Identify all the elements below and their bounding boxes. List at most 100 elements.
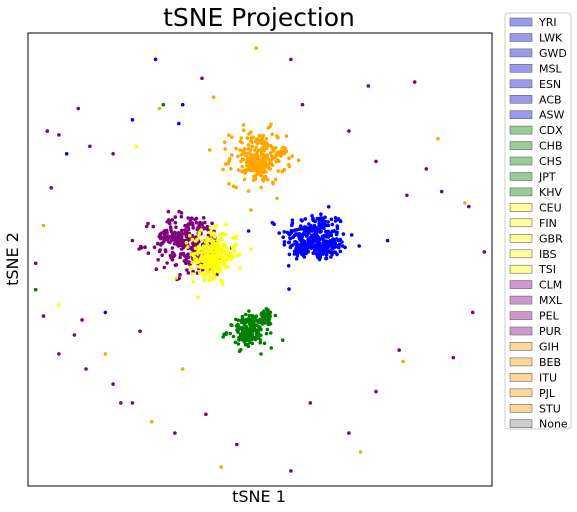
scatter-point	[187, 260, 191, 264]
legend-swatch	[509, 218, 533, 228]
scatter-point	[185, 245, 190, 249]
scatter-point	[189, 265, 193, 269]
scatter-point	[467, 204, 471, 209]
scatter-point	[258, 340, 263, 345]
scatter-point	[282, 240, 287, 244]
scatter-point	[164, 236, 169, 240]
scatter-point	[182, 231, 187, 236]
scatter-point	[314, 232, 319, 236]
scatter-point	[191, 226, 195, 230]
scatter-point	[191, 279, 196, 284]
scatter-point	[221, 335, 225, 339]
scatter-point	[185, 268, 189, 272]
scatter-point	[289, 57, 293, 62]
scatter-point	[273, 313, 278, 318]
scatter-point	[337, 243, 342, 247]
scatter-point	[193, 239, 198, 243]
scatter-point	[412, 80, 417, 84]
legend-swatch	[509, 326, 533, 336]
scatter-point	[177, 209, 181, 214]
scatter-point	[258, 338, 263, 342]
scatter-point	[302, 251, 307, 255]
scatter-point	[300, 102, 305, 107]
scatter-point	[88, 144, 92, 149]
scatter-point	[253, 315, 258, 319]
scatter-point	[249, 208, 253, 212]
scatter-point	[329, 255, 333, 259]
scatter-point	[338, 219, 343, 224]
scatter-point	[235, 327, 240, 332]
scatter-point	[170, 218, 175, 222]
scatter-point	[163, 249, 168, 254]
scatter-point	[241, 330, 245, 334]
scatter-point	[211, 268, 215, 273]
scatter-point	[315, 216, 320, 221]
scatter-point	[84, 367, 88, 371]
x-axis-label: tSNE 1	[232, 487, 286, 506]
scatter-point	[188, 217, 193, 221]
scatter-point	[424, 167, 429, 171]
scatter-point	[182, 259, 187, 263]
scatter-point	[236, 330, 240, 334]
scatter-point	[249, 139, 253, 143]
scatter-point	[347, 129, 351, 133]
scatter-point	[255, 141, 260, 146]
scatter-point	[247, 132, 251, 136]
scatter-point	[324, 256, 329, 261]
scatter-point	[277, 159, 281, 164]
scatter-point	[45, 129, 50, 133]
scatter-point	[103, 310, 108, 315]
scatter-point	[221, 167, 225, 172]
scatter-point	[200, 76, 204, 81]
scatter-point	[210, 221, 214, 226]
scatter-point	[405, 193, 409, 198]
scatter-point	[324, 253, 329, 257]
scatter-point	[169, 227, 173, 232]
scatter-point	[269, 159, 273, 164]
scatter-point	[326, 241, 331, 246]
legend-swatch	[509, 17, 533, 27]
scatter-point	[289, 469, 293, 473]
scatter-point	[290, 218, 295, 222]
scatter-point	[374, 159, 378, 164]
plot-frame	[27, 32, 493, 487]
scatter-point	[309, 238, 314, 243]
legend-label: GIH	[539, 340, 559, 353]
scatter-point	[199, 228, 204, 232]
scatter-point	[234, 146, 238, 151]
scatter-point	[216, 248, 220, 253]
legend-label: CHS	[539, 155, 562, 168]
scatter-point	[159, 234, 163, 239]
scatter-point	[324, 229, 328, 234]
scatter-point	[206, 266, 210, 270]
scatter-point	[224, 265, 228, 270]
scatter-point	[159, 231, 163, 236]
scatter-point	[270, 156, 275, 161]
scatter-point	[224, 222, 228, 227]
scatter-point	[308, 223, 313, 228]
legend-swatch	[509, 234, 533, 243]
scatter-point	[264, 136, 269, 141]
scatter-point	[174, 275, 179, 280]
scatter-point	[260, 311, 264, 316]
scatter-point	[328, 239, 333, 243]
scatter-point	[262, 148, 266, 153]
scatter-point	[239, 136, 244, 140]
scatter-point	[287, 164, 292, 169]
scatter-point	[172, 252, 176, 256]
scatter-point	[251, 167, 255, 172]
scatter-point	[255, 318, 259, 323]
legend-swatch	[509, 203, 533, 212]
scatter-point	[255, 331, 259, 335]
scatter-point	[333, 241, 338, 245]
scatter-point	[244, 324, 248, 329]
scatter-point	[242, 177, 247, 182]
scatter-point	[214, 223, 218, 228]
scatter-point	[138, 329, 142, 334]
scatter-point	[206, 278, 211, 283]
scatter-point	[316, 236, 321, 240]
y-axis-label: tSNE 2	[3, 232, 22, 286]
scatter-point	[254, 46, 258, 50]
scatter-point	[213, 275, 217, 279]
